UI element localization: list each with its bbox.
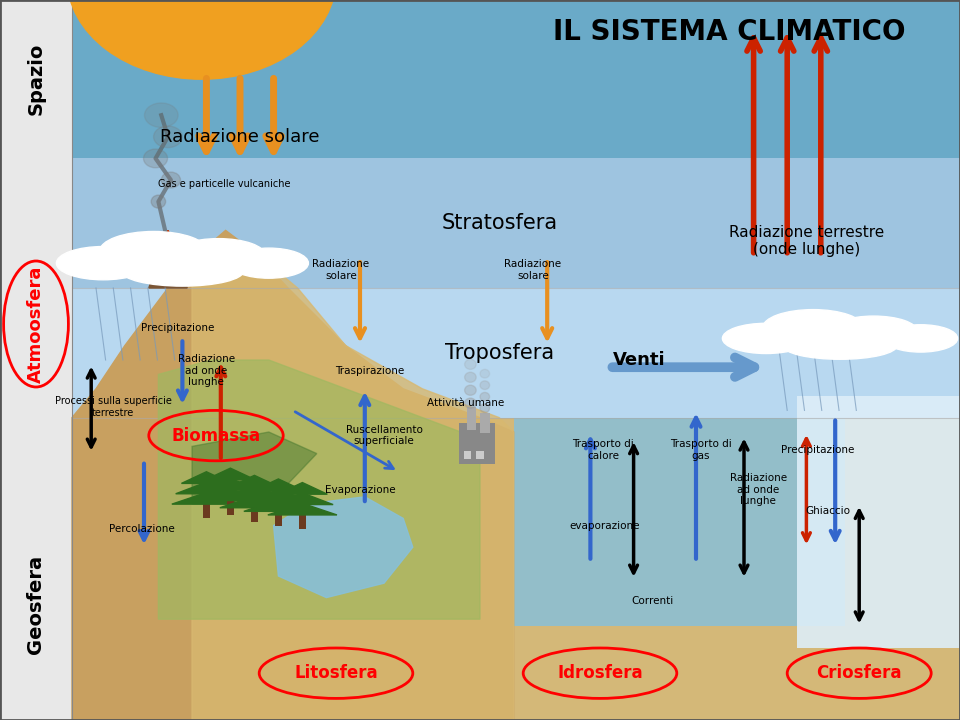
Polygon shape: [72, 230, 514, 720]
Text: Ghiaccio: Ghiaccio: [805, 506, 850, 516]
Ellipse shape: [465, 359, 476, 369]
Text: Radiazione
ad onde
lunghe: Radiazione ad onde lunghe: [730, 473, 787, 506]
Polygon shape: [220, 496, 289, 508]
Polygon shape: [229, 475, 279, 487]
Text: Radiazione
solare: Radiazione solare: [504, 259, 562, 281]
Text: Trasporto di
calore: Trasporto di calore: [572, 439, 634, 461]
Ellipse shape: [723, 323, 810, 354]
Bar: [72, 0, 960, 158]
Text: IL SISTEMA CLIMATICO: IL SISTEMA CLIMATICO: [553, 19, 906, 46]
Text: Precipitazione: Precipitazione: [141, 323, 214, 333]
Text: Gas e particelle vulcaniche: Gas e particelle vulcaniche: [158, 179, 291, 189]
Text: Radiazione terrestre
(onde lunghe): Radiazione terrestre (onde lunghe): [729, 225, 884, 257]
Bar: [0, 158, 72, 288]
Bar: [203, 499, 210, 518]
Ellipse shape: [161, 172, 180, 188]
Ellipse shape: [100, 231, 207, 271]
Bar: [227, 495, 234, 515]
Ellipse shape: [121, 256, 244, 286]
Text: Precipitazione: Precipitazione: [781, 445, 854, 455]
Polygon shape: [248, 490, 309, 501]
Ellipse shape: [762, 310, 864, 346]
Text: Correnti: Correnti: [632, 596, 674, 606]
Text: Ruscellamento
superficiale: Ruscellamento superficiale: [346, 425, 422, 446]
Polygon shape: [277, 482, 327, 494]
Ellipse shape: [465, 385, 476, 395]
Bar: [0, 288, 72, 418]
Ellipse shape: [465, 372, 476, 382]
Ellipse shape: [783, 332, 897, 359]
Polygon shape: [158, 360, 480, 619]
Polygon shape: [149, 230, 187, 288]
Polygon shape: [253, 479, 303, 490]
Ellipse shape: [152, 195, 165, 208]
Polygon shape: [205, 468, 255, 480]
Text: Atmoosfera: Atmoosfera: [27, 265, 45, 383]
Text: Troposfera: Troposfera: [444, 343, 554, 363]
Polygon shape: [200, 479, 261, 490]
Polygon shape: [196, 489, 265, 500]
Ellipse shape: [172, 238, 265, 272]
Bar: [0, 418, 72, 720]
Polygon shape: [274, 497, 413, 598]
Ellipse shape: [57, 246, 150, 280]
Text: Venti: Venti: [612, 351, 665, 369]
Ellipse shape: [480, 404, 490, 413]
Text: Idrosfera: Idrosfera: [557, 664, 643, 683]
Circle shape: [67, 0, 336, 79]
Ellipse shape: [144, 103, 179, 127]
Ellipse shape: [480, 392, 490, 401]
Bar: [480, 413, 490, 433]
Bar: [0, 0, 72, 158]
Text: Attività umane: Attività umane: [427, 398, 504, 408]
Text: Geosfera: Geosfera: [27, 555, 45, 654]
Polygon shape: [192, 432, 317, 504]
Polygon shape: [268, 503, 337, 515]
Polygon shape: [272, 493, 333, 505]
Bar: [467, 407, 476, 430]
Ellipse shape: [829, 316, 917, 346]
Ellipse shape: [883, 325, 958, 352]
Polygon shape: [192, 252, 514, 720]
Ellipse shape: [154, 126, 182, 148]
Bar: [275, 506, 282, 526]
Text: Biomassa: Biomassa: [172, 426, 260, 444]
Polygon shape: [244, 500, 313, 511]
Text: Percolazione: Percolazione: [109, 524, 175, 534]
Bar: [251, 503, 258, 522]
Bar: [514, 418, 845, 626]
Ellipse shape: [480, 369, 490, 378]
Ellipse shape: [465, 398, 476, 408]
Text: Litosfera: Litosfera: [294, 664, 378, 683]
Text: Stratosfera: Stratosfera: [442, 213, 557, 233]
Text: Criosfera: Criosfera: [816, 664, 902, 683]
Text: Radiazione
ad onde
lunghe: Radiazione ad onde lunghe: [178, 354, 235, 387]
Polygon shape: [172, 492, 241, 504]
Bar: [299, 510, 306, 529]
Bar: [72, 418, 960, 720]
Bar: [797, 396, 960, 648]
Text: Radiazione
solare: Radiazione solare: [312, 259, 370, 281]
Polygon shape: [176, 482, 237, 494]
Text: Evaporazione: Evaporazione: [324, 485, 396, 495]
Bar: [72, 288, 960, 418]
Polygon shape: [161, 230, 175, 245]
Polygon shape: [181, 472, 231, 483]
Text: Processi sulla superficie
terrestre: Processi sulla superficie terrestre: [55, 396, 172, 418]
Bar: [72, 158, 960, 288]
Ellipse shape: [480, 381, 490, 390]
Text: Traspirazione: Traspirazione: [335, 366, 404, 376]
Ellipse shape: [144, 149, 168, 168]
Bar: [476, 451, 484, 459]
Text: evaporazione: evaporazione: [569, 521, 640, 531]
Text: Radiazione solare: Radiazione solare: [160, 127, 320, 145]
Ellipse shape: [229, 248, 308, 278]
Bar: [464, 451, 471, 459]
Polygon shape: [224, 486, 285, 498]
Bar: [459, 423, 495, 464]
Text: Trasporto di
gas: Trasporto di gas: [670, 439, 732, 461]
Text: Spazio: Spazio: [27, 43, 45, 115]
